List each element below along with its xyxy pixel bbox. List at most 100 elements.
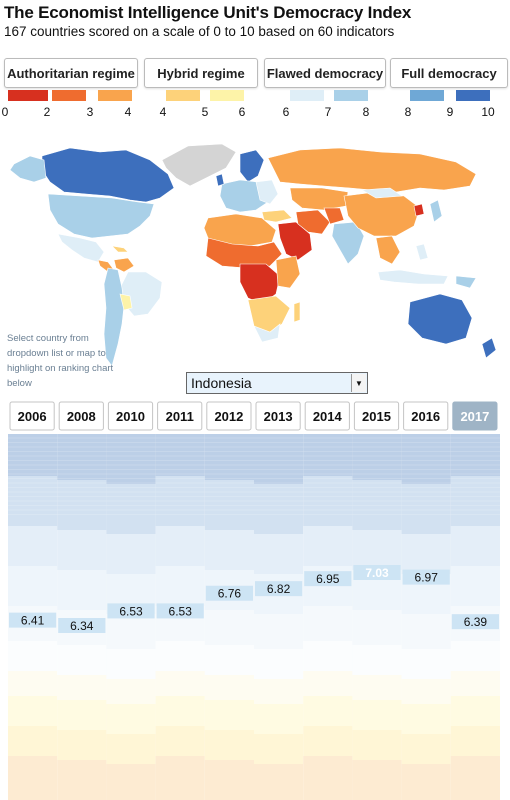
map-iran[interactable] [295, 209, 331, 235]
map-alaska[interactable] [9, 155, 47, 183]
legend-swatch [334, 90, 368, 101]
chart-band [303, 434, 353, 476]
full-democracy-button[interactable]: Full democracy [390, 58, 508, 88]
hybrid-regime-button[interactable]: Hybrid regime [144, 58, 258, 88]
year-tab-background[interactable] [255, 401, 301, 431]
year-tab-background[interactable] [206, 401, 252, 431]
map-scandinavia[interactable] [239, 149, 265, 183]
map-central-asia[interactable] [289, 187, 349, 211]
year-tab-background[interactable] [157, 401, 203, 431]
chart-band [204, 530, 254, 570]
map-philippines[interactable] [415, 243, 429, 261]
year-tab-background[interactable] [58, 401, 104, 431]
chart-band [204, 610, 254, 645]
year-tab-2008[interactable]: 2008 [58, 401, 104, 431]
color-scale-legend: 0 2 3 4 4 5 6 6 7 8 8 9 10 [2, 90, 495, 119]
year-tab-background[interactable] [353, 401, 400, 431]
year-tab-background[interactable] [107, 401, 154, 431]
year-tab-background[interactable] [9, 401, 55, 431]
map-southeast-asia[interactable] [375, 235, 401, 265]
map-papua[interactable] [455, 275, 477, 289]
map-usa[interactable] [47, 193, 155, 239]
chart-band [204, 760, 254, 800]
chart-band [204, 645, 254, 675]
year-tab-2015[interactable]: 2015 [353, 401, 400, 431]
year-tab-label[interactable]: 2015 [362, 409, 391, 424]
country-select[interactable]: Indonesia ▼ [186, 372, 368, 394]
map-venezuela[interactable] [113, 257, 135, 273]
country-score-label: 6.97 [415, 571, 439, 585]
chart-band [106, 614, 156, 649]
chart-band [155, 756, 205, 800]
map-andes[interactable] [103, 267, 125, 367]
map-southern-africa[interactable] [247, 295, 291, 335]
chart-column [8, 434, 58, 800]
year-tab-label[interactable]: 2011 [166, 409, 194, 424]
chart-band [106, 704, 156, 734]
country-score-bar [451, 614, 499, 630]
year-tab-2013[interactable]: 2013 [255, 401, 301, 431]
year-tab-2016[interactable]: 2016 [403, 401, 449, 431]
chevron-down-icon[interactable]: ▼ [351, 374, 366, 392]
year-tab-background[interactable] [452, 401, 498, 431]
chart-band [57, 700, 107, 730]
year-tab-background[interactable] [403, 401, 449, 431]
map-russia[interactable] [267, 147, 477, 193]
map-japan[interactable] [429, 199, 443, 223]
chart-band [254, 434, 304, 484]
chart-band [450, 696, 500, 726]
map-mexico[interactable] [57, 233, 105, 263]
map-greenland[interactable] [161, 143, 237, 187]
chart-band [303, 696, 353, 726]
year-tab-label[interactable]: 2013 [264, 409, 293, 424]
chart-band [106, 679, 156, 704]
world-map[interactable] [0, 138, 510, 378]
map-caribbean[interactable] [111, 245, 129, 253]
map-eastern-europe[interactable] [255, 179, 279, 205]
chart-band [57, 730, 107, 760]
year-tab-2012[interactable]: 2012 [206, 401, 252, 431]
year-tab-2014[interactable]: 2014 [304, 401, 350, 431]
map-south-africa[interactable] [253, 323, 281, 343]
map-uk[interactable] [215, 173, 225, 187]
legend-tick-label: 2 [44, 105, 51, 119]
year-tab-label[interactable]: 2006 [18, 409, 47, 424]
year-tab-2011[interactable]: 2011 [157, 401, 203, 431]
country-score-label: 6.82 [267, 582, 291, 596]
chart-band [8, 696, 58, 726]
map-indonesia[interactable] [377, 269, 449, 285]
year-tab-label[interactable]: 2014 [313, 409, 343, 424]
authoritarian-regime-button[interactable]: Authoritarian regime [4, 58, 138, 88]
map-madagascar[interactable] [293, 301, 301, 323]
chart-column [204, 434, 254, 800]
map-new-zealand[interactable] [481, 337, 497, 359]
map-east-africa[interactable] [275, 255, 301, 289]
year-tab-label[interactable]: 2016 [411, 409, 440, 424]
chart-band [8, 756, 58, 800]
country-score-label: 7.03 [365, 566, 389, 580]
chart-band [204, 675, 254, 700]
chart-band [57, 760, 107, 800]
year-tab-label[interactable]: 2017 [460, 409, 489, 424]
year-tab-label[interactable]: 2008 [67, 409, 96, 424]
year-tab-2010[interactable]: 2010 [107, 401, 154, 431]
year-tab-label[interactable]: 2012 [214, 409, 243, 424]
year-tab-background[interactable] [304, 401, 350, 431]
map-australia[interactable] [407, 293, 473, 345]
map-canada[interactable] [41, 147, 175, 203]
map-mongolia[interactable] [360, 187, 403, 199]
map-north-korea[interactable] [413, 203, 425, 217]
chart-band [303, 476, 353, 526]
map-north-africa[interactable] [203, 213, 277, 247]
year-tab-label[interactable]: 2010 [116, 409, 145, 424]
flawed-democracy-button[interactable]: Flawed democracy [264, 58, 386, 88]
map-afghanistan[interactable] [323, 207, 345, 225]
map-turkey[interactable] [261, 209, 293, 223]
year-tab-2006[interactable]: 2006 [9, 401, 55, 431]
chart-column [254, 434, 304, 800]
map-bolivia[interactable] [119, 293, 133, 311]
chart-band [106, 534, 156, 574]
chart-band [352, 675, 402, 700]
year-tab-2017[interactable]: 2017 [452, 401, 498, 431]
chart-band [106, 649, 156, 679]
